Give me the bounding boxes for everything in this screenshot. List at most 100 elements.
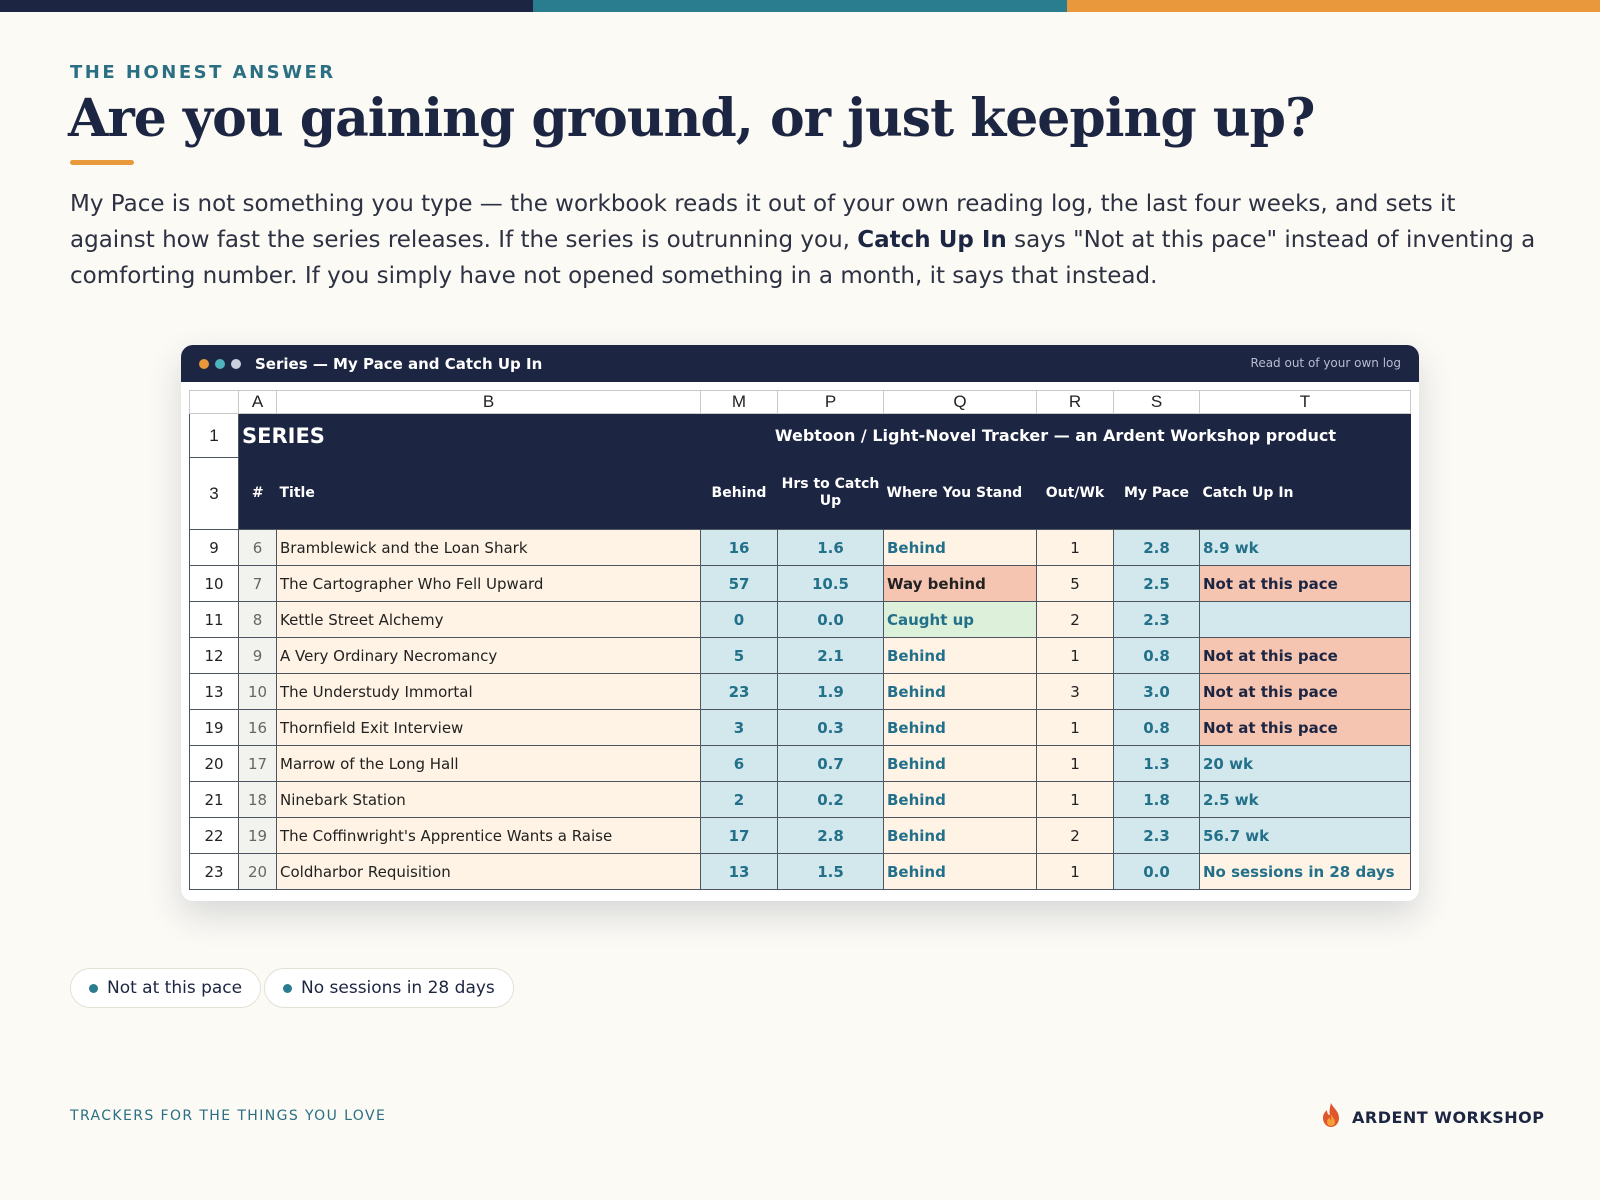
series-title-cell[interactable]: A Very Ordinary Necromancy xyxy=(276,637,701,674)
behind-cell[interactable]: 5 xyxy=(700,637,778,674)
hrs-cell[interactable]: 0.2 xyxy=(777,781,884,818)
catch-up-cell[interactable]: Not at this pace xyxy=(1199,673,1411,710)
out-per-week-cell[interactable]: 2 xyxy=(1036,601,1114,638)
catch-up-cell[interactable]: Not at this pace xyxy=(1199,637,1411,674)
series-number-cell[interactable]: 18 xyxy=(238,781,277,818)
col-letter-s[interactable]: S xyxy=(1113,390,1200,414)
catch-up-cell[interactable] xyxy=(1199,601,1411,638)
out-per-week-cell[interactable]: 1 xyxy=(1036,853,1114,890)
hrs-cell[interactable]: 0.7 xyxy=(777,745,884,782)
my-pace-cell[interactable]: 2.3 xyxy=(1113,817,1200,854)
my-pace-cell[interactable]: 3.0 xyxy=(1113,673,1200,710)
stand-cell[interactable]: Behind xyxy=(883,781,1037,818)
series-number-cell[interactable]: 20 xyxy=(238,853,277,890)
series-number-cell[interactable]: 17 xyxy=(238,745,277,782)
series-title-cell[interactable]: Kettle Street Alchemy xyxy=(276,601,701,638)
select-all-corner[interactable] xyxy=(189,390,239,414)
header-catch-up-in[interactable]: Catch Up In xyxy=(1199,457,1411,530)
series-number-cell[interactable]: 19 xyxy=(238,817,277,854)
behind-cell[interactable]: 17 xyxy=(700,817,778,854)
behind-cell[interactable]: 2 xyxy=(700,781,778,818)
row-number[interactable]: 22 xyxy=(189,817,239,854)
out-per-week-cell[interactable]: 1 xyxy=(1036,781,1114,818)
col-letter-r[interactable]: R xyxy=(1036,390,1114,414)
my-pace-cell[interactable]: 2.5 xyxy=(1113,565,1200,602)
series-number-cell[interactable]: 16 xyxy=(238,709,277,746)
behind-cell[interactable]: 13 xyxy=(700,853,778,890)
hrs-cell[interactable]: 0.3 xyxy=(777,709,884,746)
series-number-cell[interactable]: 10 xyxy=(238,673,277,710)
series-label-cell[interactable]: SERIES xyxy=(238,413,701,458)
col-letter-q[interactable]: Q xyxy=(883,390,1037,414)
my-pace-cell[interactable]: 0.8 xyxy=(1113,709,1200,746)
stand-cell[interactable]: Behind xyxy=(883,817,1037,854)
hrs-cell[interactable]: 10.5 xyxy=(777,565,884,602)
col-letter-m[interactable]: M xyxy=(700,390,778,414)
series-title-cell[interactable]: Bramblewick and the Loan Shark xyxy=(276,529,701,566)
my-pace-cell[interactable]: 1.8 xyxy=(1113,781,1200,818)
catch-up-cell[interactable]: 2.5 wk xyxy=(1199,781,1411,818)
hrs-cell[interactable]: 0.0 xyxy=(777,601,884,638)
col-letter-t[interactable]: T xyxy=(1199,390,1411,414)
catch-up-cell[interactable]: No sessions in 28 days xyxy=(1199,853,1411,890)
behind-cell[interactable]: 57 xyxy=(700,565,778,602)
stand-cell[interactable]: Behind xyxy=(883,637,1037,674)
row-number[interactable]: 11 xyxy=(189,601,239,638)
behind-cell[interactable]: 16 xyxy=(700,529,778,566)
hrs-cell[interactable]: 1.6 xyxy=(777,529,884,566)
series-title-cell[interactable]: Coldharbor Requisition xyxy=(276,853,701,890)
series-number-cell[interactable]: 7 xyxy=(238,565,277,602)
tracker-banner-cell[interactable]: Webtoon / Light-Novel Tracker — an Arden… xyxy=(700,413,1411,458)
series-title-cell[interactable]: Thornfield Exit Interview xyxy=(276,709,701,746)
row-number[interactable]: 13 xyxy=(189,673,239,710)
catch-up-cell[interactable]: 56.7 wk xyxy=(1199,817,1411,854)
my-pace-cell[interactable]: 0.8 xyxy=(1113,637,1200,674)
series-title-cell[interactable]: Ninebark Station xyxy=(276,781,701,818)
row-number[interactable]: 21 xyxy=(189,781,239,818)
behind-cell[interactable]: 0 xyxy=(700,601,778,638)
col-letter-b[interactable]: B xyxy=(276,390,701,414)
col-letter-p[interactable]: P xyxy=(777,390,884,414)
my-pace-cell[interactable]: 1.3 xyxy=(1113,745,1200,782)
row-number[interactable]: 10 xyxy=(189,565,239,602)
series-title-cell[interactable]: The Understudy Immortal xyxy=(276,673,701,710)
header-behind[interactable]: Behind xyxy=(700,457,778,530)
header-title[interactable]: Title xyxy=(276,457,701,530)
stand-cell[interactable]: Behind xyxy=(883,709,1037,746)
behind-cell[interactable]: 3 xyxy=(700,709,778,746)
out-per-week-cell[interactable]: 1 xyxy=(1036,637,1114,674)
header-my-pace[interactable]: My Pace xyxy=(1113,457,1200,530)
row-number[interactable]: 20 xyxy=(189,745,239,782)
hrs-cell[interactable]: 1.9 xyxy=(777,673,884,710)
my-pace-cell[interactable]: 2.8 xyxy=(1113,529,1200,566)
row-number[interactable]: 23 xyxy=(189,853,239,890)
catch-up-cell[interactable]: Not at this pace xyxy=(1199,709,1411,746)
hrs-cell[interactable]: 1.5 xyxy=(777,853,884,890)
header-where-you-stand[interactable]: Where You Stand xyxy=(883,457,1037,530)
out-per-week-cell[interactable]: 1 xyxy=(1036,529,1114,566)
series-title-cell[interactable]: The Coffinwright's Apprentice Wants a Ra… xyxy=(276,817,701,854)
stand-cell[interactable]: Behind xyxy=(883,853,1037,890)
out-per-week-cell[interactable]: 1 xyxy=(1036,745,1114,782)
col-letter-a[interactable]: A xyxy=(238,390,277,414)
series-number-cell[interactable]: 6 xyxy=(238,529,277,566)
row-number[interactable]: 9 xyxy=(189,529,239,566)
header-out-per-week[interactable]: Out/Wk xyxy=(1036,457,1114,530)
header-hrs-to-catch-up[interactable]: Hrs to Catch Up xyxy=(777,457,884,530)
behind-cell[interactable]: 23 xyxy=(700,673,778,710)
hrs-cell[interactable]: 2.1 xyxy=(777,637,884,674)
stand-cell[interactable]: Behind xyxy=(883,745,1037,782)
header-number[interactable]: # xyxy=(238,457,277,530)
out-per-week-cell[interactable]: 5 xyxy=(1036,565,1114,602)
out-per-week-cell[interactable]: 1 xyxy=(1036,709,1114,746)
behind-cell[interactable]: 6 xyxy=(700,745,778,782)
my-pace-cell[interactable]: 2.3 xyxy=(1113,601,1200,638)
out-per-week-cell[interactable]: 2 xyxy=(1036,817,1114,854)
row-number[interactable]: 3 xyxy=(189,457,239,530)
series-number-cell[interactable]: 8 xyxy=(238,601,277,638)
series-title-cell[interactable]: Marrow of the Long Hall xyxy=(276,745,701,782)
stand-cell[interactable]: Behind xyxy=(883,673,1037,710)
stand-cell[interactable]: Caught up xyxy=(883,601,1037,638)
stand-cell[interactable]: Way behind xyxy=(883,565,1037,602)
series-title-cell[interactable]: The Cartographer Who Fell Upward xyxy=(276,565,701,602)
